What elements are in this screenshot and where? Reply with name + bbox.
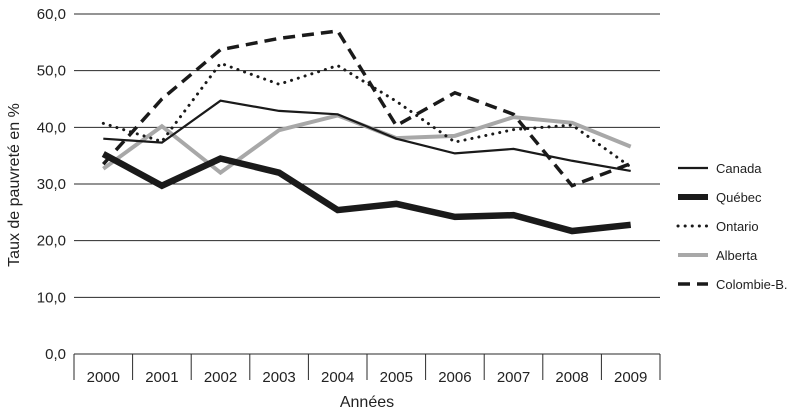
- legend-label: Canada: [716, 161, 762, 176]
- series-line-colombie-b: [101, 29, 632, 188]
- x-tick-label: 2004: [321, 369, 354, 386]
- x-tick-label: 2008: [555, 369, 588, 386]
- y-tick-label: 0,0: [45, 346, 66, 363]
- x-axis: 2000 2001 2002 2003 2004 2005 2006 2007 2008 2009: [73, 354, 661, 386]
- series-line-alberta: [102, 113, 632, 176]
- series-lines: [101, 29, 633, 235]
- series-line-ontario: [101, 61, 633, 169]
- series-line-qu-bec: [101, 151, 632, 235]
- y-tick-label: 10,0: [37, 289, 66, 306]
- x-axis-title: Années: [340, 394, 394, 411]
- legend-label: Colombie-B.: [716, 277, 788, 292]
- x-tick-label: 2003: [262, 369, 295, 386]
- x-tick-label: 2007: [497, 369, 530, 386]
- y-tick-label: 30,0: [37, 176, 66, 193]
- y-tick-label: 40,0: [37, 119, 66, 136]
- x-tick-label: 2002: [204, 369, 237, 386]
- x-tick-label: 2001: [145, 369, 178, 386]
- x-tick-label: 2006: [438, 369, 471, 386]
- series-line-canada: [103, 99, 631, 173]
- x-tick-label: 2000: [87, 369, 120, 386]
- y-tick-label: 50,0: [37, 63, 66, 80]
- y-tick-label: 60,0: [37, 6, 66, 23]
- y-axis-ticks: 0,0 10,0 20,0 30,0 40,0 50,0 60,0: [37, 6, 66, 363]
- legend-label: Alberta: [716, 248, 758, 263]
- legend: Canada Québec Ontario Alberta Colombie-B.: [676, 161, 788, 292]
- x-tick-label: 2009: [614, 369, 647, 386]
- y-axis-title: Taux de pauvreté en %: [6, 103, 23, 267]
- legend-label: Québec: [716, 190, 762, 205]
- y-tick-label: 20,0: [37, 233, 66, 250]
- legend-label: Ontario: [716, 219, 759, 234]
- x-tick-label: 2005: [380, 369, 413, 386]
